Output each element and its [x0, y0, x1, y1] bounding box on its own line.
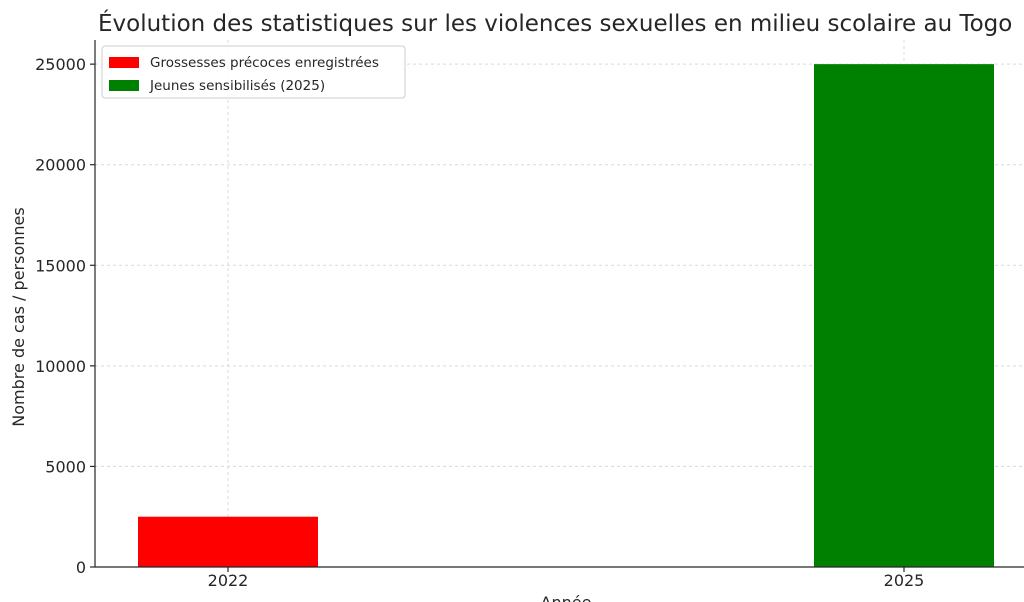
bar-2022: [138, 516, 318, 567]
chart-title: Évolution des statistiques sur les viole…: [98, 9, 1012, 37]
x-axis-label: Année: [541, 593, 592, 602]
y-tick-label: 15000: [35, 256, 86, 275]
legend-label: Grossesses précoces enregistrées: [150, 55, 379, 71]
y-tick-label: 5000: [45, 457, 86, 476]
y-tick-label: 25000: [35, 55, 86, 74]
x-tick-label: 2022: [208, 571, 249, 590]
legend-label: Jeunes sensibilisés (2025): [149, 78, 325, 94]
legend-box: [101, 45, 406, 99]
legend: Grossesses précoces enregistrées Jeunes s…: [101, 45, 406, 99]
x-tick-label: 2025: [884, 571, 925, 590]
legend-swatch: [109, 80, 139, 91]
y-tick-label: 0: [76, 558, 86, 577]
axes: [94, 40, 1024, 568]
y-tick-label: 10000: [35, 357, 86, 376]
legend-swatch: [109, 57, 139, 68]
bars: [138, 64, 994, 568]
y-tick-label: 20000: [35, 156, 86, 175]
ticks: 0 5000 10000 15000 20000 25000 2022 2025: [35, 55, 924, 590]
y-axis-label: Nombre de cas / personnes: [9, 207, 28, 426]
bar-2025: [814, 64, 994, 568]
